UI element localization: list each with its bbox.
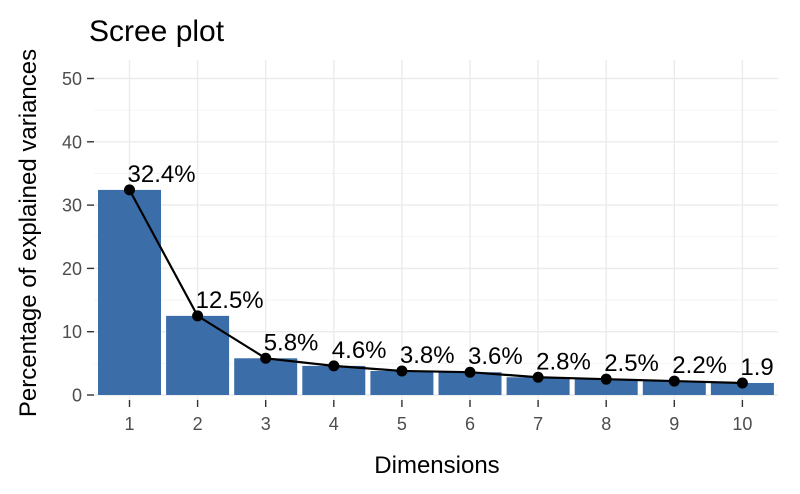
data-point [532,371,544,383]
data-label: 2.8% [536,348,591,375]
x-tick-label: 7 [533,414,543,434]
x-tick-label: 8 [601,414,611,434]
data-label: 2.5% [604,350,659,377]
data-point [260,352,272,364]
x-tick-label: 6 [465,414,475,434]
data-point [124,184,135,196]
data-point [600,373,612,385]
x-tick-label: 4 [329,414,339,434]
y-tick-label: 0 [72,386,82,406]
chart-title: Scree plot [89,15,225,48]
trend-line-path [128,189,743,385]
data-labels: 32.4% 12.5%5.8% 4.6% 3.8% 3.6% 2.8% 2.5% 2.2% 1.… [128,161,774,381]
bar [98,189,161,395]
y-tick-label: 50 [62,69,82,89]
bar [710,382,774,395]
bar [234,358,298,395]
data-label: 3.6% [468,343,523,370]
y-tick-label: 20 [62,259,82,279]
x-tick-label: 9 [669,414,679,434]
data-label: 3.8% [400,342,455,369]
data-label: 1.9 [740,354,773,381]
data-point [668,375,680,387]
data-label: 5.8% [264,329,319,356]
bar [574,379,638,395]
x-axis: 1 2 3 4 5 6 7 8 9 10 [124,400,752,434]
data-label: 12.5% [196,287,264,314]
data-point [192,310,204,322]
trend-line [128,189,743,385]
x-tick-label: 2 [193,414,203,434]
y-tick-label: 30 [62,196,82,216]
bar [642,381,706,395]
y-tick-label: 40 [62,132,82,152]
data-label: 2.2% [672,352,727,379]
x-tick-label: 10 [732,414,752,434]
bar [506,377,570,395]
x-tick-label: 5 [397,414,407,434]
y-tick-label: 10 [62,322,82,342]
data-point [464,366,476,378]
grid [94,60,778,400]
x-tick-label: 1 [124,414,134,434]
x-tick-label: 3 [261,414,271,434]
bar [166,315,230,395]
data-point [736,377,748,389]
x-axis-title: Dimensions [374,452,499,479]
points [124,184,748,389]
bars [98,189,774,395]
data-label: 4.6% [332,337,387,364]
data-label: 32.4% [128,161,196,188]
data-point [328,360,340,372]
y-axis-title: Percentage of explained variances [15,49,42,417]
data-point [396,365,408,377]
y-axis: 0 10 20 30 40 50 [62,69,94,406]
bar [438,372,502,395]
